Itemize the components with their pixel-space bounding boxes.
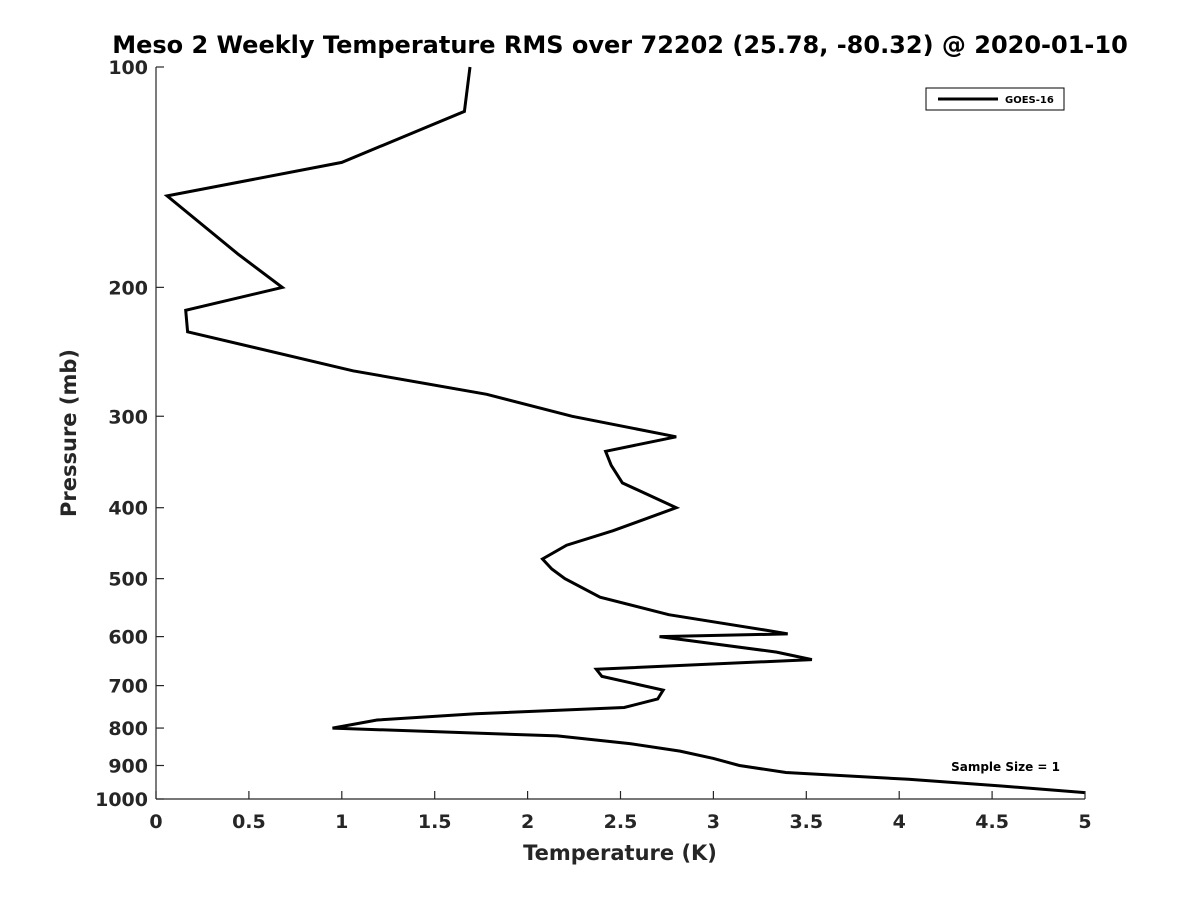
x-tick-label: 3 — [707, 811, 720, 833]
y-axis: 100 200 300 400 500 600 700 800 900 1000 — [95, 57, 164, 811]
plot-area — [163, 66, 1086, 795]
y-tick-label: 600 — [108, 627, 148, 649]
y-tick-label: 100 — [108, 57, 148, 79]
x-tick-label: 1.5 — [418, 811, 452, 833]
series-line-goes-16 — [163, 66, 1086, 795]
y-tick-label: 300 — [108, 406, 148, 428]
legend: GOES-16 — [925, 87, 1065, 111]
x-tick-label: 5 — [1078, 811, 1091, 833]
legend-label-goes-16: GOES-16 — [1005, 95, 1054, 106]
x-tick-label: 2 — [521, 811, 534, 833]
x-tick-label: 1 — [335, 811, 348, 833]
x-tick-label: 4 — [893, 811, 906, 833]
y-tick-label: 700 — [108, 676, 148, 698]
y-axis-label: Pressure (mb) — [57, 349, 81, 517]
x-tick-label: 0.5 — [232, 811, 266, 833]
x-tick-label: 3.5 — [789, 811, 823, 833]
y-tick-label: 400 — [108, 498, 148, 520]
x-axis-label: Temperature (K) — [523, 841, 717, 865]
y-tick-label: 200 — [108, 277, 148, 299]
y-tick-label: 1000 — [95, 789, 148, 811]
x-tick-label: 4.5 — [975, 811, 1009, 833]
sample-size-annotation: Sample Size = 1 — [951, 760, 1060, 774]
y-tick-label: 800 — [108, 718, 148, 740]
x-axis: 0 0.5 1 1.5 2 2.5 3 3.5 4 4.5 5 — [149, 791, 1092, 833]
y-tick-label: 900 — [108, 756, 148, 778]
y-tick-label: 500 — [108, 569, 148, 591]
x-tick-label: 0 — [149, 811, 162, 833]
chart-title: Meso 2 Weekly Temperature RMS over 72202… — [112, 31, 1128, 59]
x-tick-label: 2.5 — [604, 811, 638, 833]
